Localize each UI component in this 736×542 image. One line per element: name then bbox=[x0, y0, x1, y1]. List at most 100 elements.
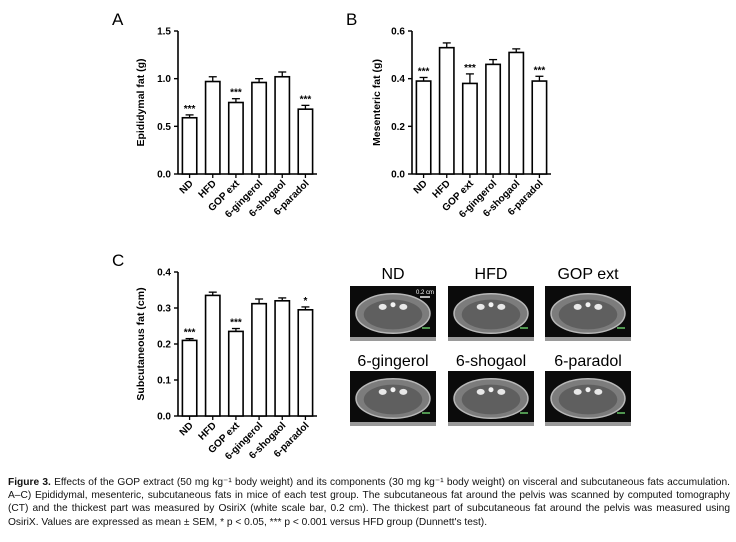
ct-bone bbox=[594, 388, 603, 395]
caption-text: Effects of the GOP extract (50 mg kg⁻¹ b… bbox=[8, 477, 730, 528]
y-axis-label: Subcutaneous fat (cm) bbox=[135, 287, 147, 400]
bar bbox=[461, 82, 478, 175]
y-tick-label: 0.4 bbox=[157, 268, 171, 279]
ct-bone bbox=[390, 302, 396, 308]
panel-letter-a: A bbox=[112, 10, 124, 29]
ct-bone bbox=[476, 388, 485, 395]
bar bbox=[227, 101, 244, 175]
ct-visceral-region bbox=[461, 299, 521, 330]
bar bbox=[415, 80, 432, 175]
ct-table-strip bbox=[545, 422, 631, 426]
scale-bar-label: 0.2 cm bbox=[416, 290, 434, 296]
y-tick-label: 0.6 bbox=[391, 27, 405, 38]
y-tick-label: 1.5 bbox=[157, 27, 171, 38]
bar bbox=[274, 299, 291, 417]
figure-caption: Figure 3. Effects of the GOP extract (50… bbox=[8, 476, 730, 529]
ct-bone bbox=[390, 387, 396, 393]
bar bbox=[274, 75, 291, 175]
ct-table-strip bbox=[545, 337, 631, 341]
significance-marker: * bbox=[303, 296, 307, 307]
x-tick-label: ND bbox=[412, 178, 430, 196]
ct-bone bbox=[594, 303, 603, 310]
significance-marker: *** bbox=[230, 318, 242, 329]
ct-image-title: GOP ext bbox=[557, 266, 619, 283]
y-tick-label: 0.3 bbox=[157, 304, 171, 315]
bar bbox=[204, 294, 221, 417]
ct-table-strip bbox=[448, 422, 534, 426]
figure-3: A 0.0 0.5 1.0 1.5 Epididymal fat (g) *** ND HFD *… bbox=[112, 10, 631, 462]
y-tick-label: 0.1 bbox=[157, 376, 171, 387]
ct-table-strip bbox=[448, 337, 534, 341]
significance-marker: *** bbox=[534, 65, 546, 76]
bar bbox=[297, 108, 314, 175]
y-tick-label: 0.0 bbox=[391, 170, 405, 181]
ct-bone bbox=[476, 303, 485, 310]
ct-bone bbox=[378, 388, 387, 395]
ct-scan-image: 0.2 cm bbox=[350, 286, 436, 341]
significance-marker: *** bbox=[230, 88, 242, 99]
ct-image-title: 6-paradol bbox=[554, 353, 622, 370]
ct-table-strip bbox=[350, 337, 436, 341]
ct-scan-image bbox=[545, 286, 631, 341]
ct-visceral-region bbox=[558, 384, 618, 415]
ct-bone bbox=[573, 303, 582, 310]
ct-bone bbox=[399, 388, 408, 395]
y-axis-label: Mesenteric fat (g) bbox=[371, 59, 383, 146]
significance-marker: *** bbox=[418, 66, 430, 77]
bar bbox=[531, 80, 548, 175]
ct-image-title: 6-gingerol bbox=[357, 353, 428, 370]
ct-visceral-region bbox=[558, 299, 618, 330]
significance-marker: *** bbox=[184, 328, 196, 339]
panel-letter-c: C bbox=[112, 251, 124, 270]
significance-marker: *** bbox=[464, 63, 476, 74]
ct-table-strip bbox=[350, 422, 436, 426]
ct-bone bbox=[378, 303, 387, 310]
x-tick-label: ND bbox=[178, 420, 196, 438]
significance-marker: *** bbox=[184, 104, 196, 115]
panel-letter-b: B bbox=[346, 10, 357, 29]
ct-image-title: HFD bbox=[475, 266, 508, 283]
bar bbox=[204, 80, 221, 175]
bar bbox=[251, 302, 268, 417]
bar bbox=[181, 116, 198, 175]
caption-lead: Figure 3. bbox=[8, 477, 51, 488]
y-tick-label: 0.0 bbox=[157, 170, 171, 181]
y-axis-label: Epididymal fat (g) bbox=[135, 58, 147, 146]
x-tick-label: ND bbox=[178, 178, 196, 196]
ct-image-grid: ND 0.2 cm HFD GOP ext 6-gingerol 6-shogaol 6-p… bbox=[350, 266, 631, 426]
y-tick-label: 1.0 bbox=[157, 74, 171, 85]
y-tick-label: 0.2 bbox=[391, 122, 405, 133]
bar bbox=[227, 330, 244, 417]
ct-bone bbox=[488, 302, 494, 308]
ct-bone bbox=[488, 387, 494, 393]
ct-visceral-region bbox=[461, 384, 521, 415]
bar bbox=[297, 308, 314, 417]
bar bbox=[485, 63, 502, 175]
bar bbox=[508, 51, 525, 175]
ct-scan-image bbox=[448, 371, 534, 426]
ct-bone bbox=[497, 388, 506, 395]
ct-visceral-region bbox=[363, 384, 423, 415]
bar bbox=[251, 81, 268, 175]
bar bbox=[438, 46, 455, 175]
ct-bone bbox=[573, 388, 582, 395]
ct-bone bbox=[585, 302, 591, 308]
ct-visceral-region bbox=[363, 299, 423, 330]
y-tick-label: 0.2 bbox=[157, 340, 171, 351]
ct-image-title: 6-shogaol bbox=[456, 353, 526, 370]
ct-bone bbox=[497, 303, 506, 310]
ct-scan-image bbox=[350, 371, 436, 426]
y-tick-label: 0.0 bbox=[157, 412, 171, 423]
ct-bone bbox=[585, 387, 591, 393]
ct-image-title: ND bbox=[381, 266, 404, 283]
y-tick-label: 0.5 bbox=[157, 122, 171, 133]
ct-bone bbox=[399, 303, 408, 310]
ct-scan-image bbox=[448, 286, 534, 341]
bar bbox=[181, 339, 198, 417]
ct-scan-image bbox=[545, 371, 631, 426]
y-tick-label: 0.4 bbox=[391, 74, 405, 85]
significance-marker: *** bbox=[300, 94, 312, 105]
